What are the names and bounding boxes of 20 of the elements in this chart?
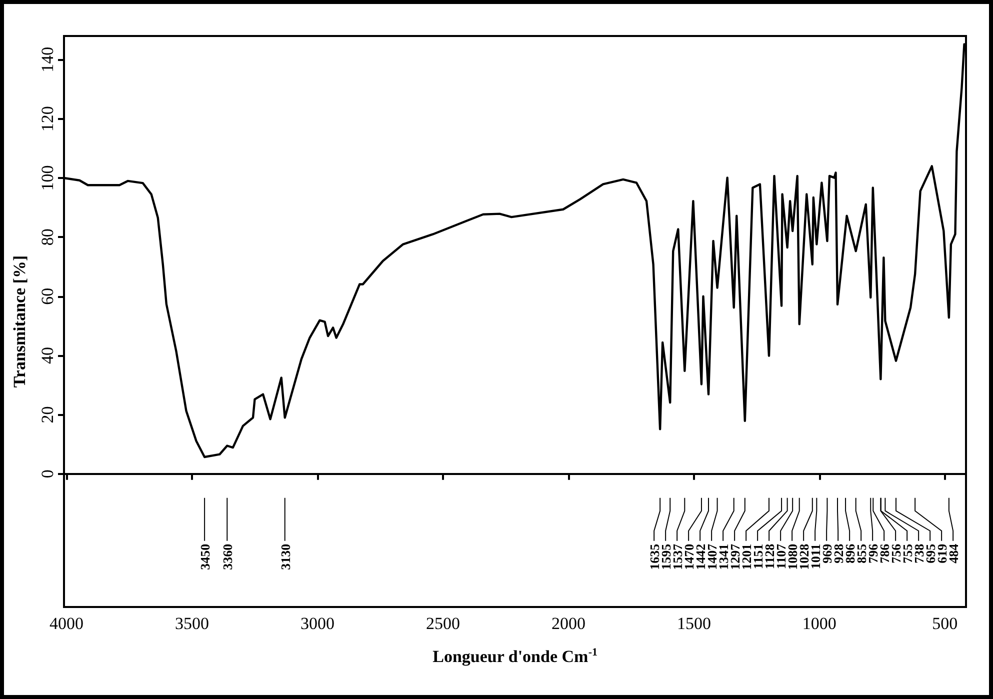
annotation: 3360 (220, 544, 236, 570)
x-tick-label: 500 (932, 614, 958, 633)
y-tick-label: 20 (38, 406, 57, 424)
x-tick-label: 2500 (426, 614, 460, 633)
x-tick-label: 3500 (174, 614, 209, 633)
annotation: 3450 (198, 544, 213, 570)
x-tick-label: 1500 (676, 614, 711, 633)
y-tick-label: 80 (38, 228, 57, 246)
x-tick-label: 3000 (300, 614, 334, 633)
x-tick-label: 2000 (551, 614, 586, 633)
y-tick-label: 40 (38, 347, 57, 364)
y-tick-label: 140 (38, 46, 57, 72)
y-tick-label: 60 (38, 288, 57, 305)
x-tick-label: 1000 (802, 614, 836, 633)
y-tick-label: 100 (38, 165, 57, 191)
y-tick-label: 120 (38, 106, 57, 132)
annotation: 3130 (278, 544, 293, 570)
y-tick-label: 0 (38, 470, 57, 478)
x-tick-label: 4000 (50, 614, 84, 633)
y-axis-title: Transmitance [%] (10, 255, 29, 388)
